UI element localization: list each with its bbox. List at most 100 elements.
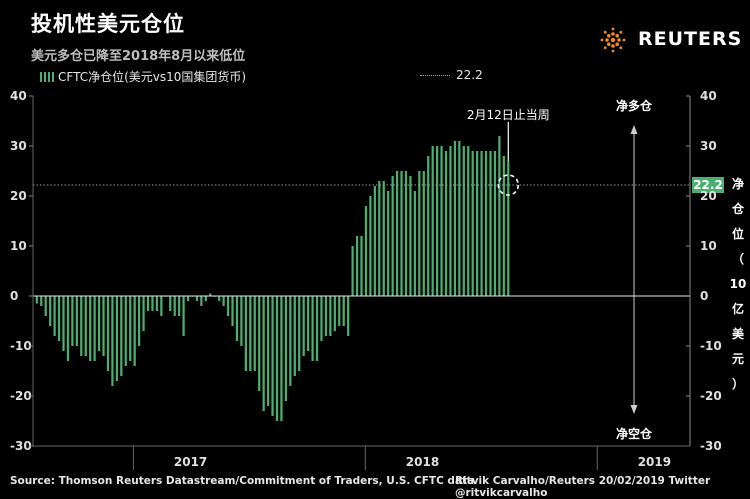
bar xyxy=(453,141,457,296)
x-tick-label: 2019 xyxy=(638,455,671,469)
chart-axes: -30 -30 -20 -20 -10 -10 0 0 10 10 20 20 30 30 40 40 2017… xyxy=(10,89,746,470)
y-tick-label-right: 40 xyxy=(700,89,717,103)
bar xyxy=(182,296,185,336)
bar xyxy=(347,296,350,336)
legend-reference-label: 22.2 xyxy=(456,68,483,82)
bar xyxy=(436,146,439,296)
reuters-logo-icon xyxy=(600,27,626,53)
chart-bars xyxy=(35,136,510,421)
bar xyxy=(151,296,154,311)
bar xyxy=(364,206,368,296)
bar xyxy=(440,146,443,296)
chart-subtitle: 美元多仓已降至2018年8月以来低位 xyxy=(31,49,246,64)
bar xyxy=(169,296,172,311)
reuters-wordmark: REUTERS xyxy=(638,28,743,50)
bar xyxy=(178,296,181,316)
bar xyxy=(476,151,479,296)
bar xyxy=(338,296,341,326)
bar xyxy=(467,146,470,296)
bar xyxy=(307,296,310,351)
bar xyxy=(89,296,92,361)
bar xyxy=(93,296,96,361)
y-tick-label-right: 0 xyxy=(700,289,708,303)
bar xyxy=(84,296,87,356)
bar xyxy=(226,296,230,316)
bar xyxy=(329,296,332,336)
y-tick-label-right: -10 xyxy=(700,339,722,353)
bar xyxy=(240,296,243,346)
bar xyxy=(97,296,101,351)
bar xyxy=(244,296,247,371)
short-label: 净空仓 xyxy=(616,426,653,441)
legend-bar-swatch xyxy=(40,72,54,82)
credit-note: Ritvik Carvalho/Reuters 20/02/2019 Twitt… xyxy=(455,475,711,499)
bar xyxy=(133,296,136,366)
bar xyxy=(44,296,47,316)
bar xyxy=(409,176,412,296)
bar xyxy=(115,296,118,381)
y-tick-label-left: 40 xyxy=(10,89,27,103)
bar xyxy=(315,296,319,361)
bar xyxy=(222,296,225,306)
bar xyxy=(218,296,221,301)
bar xyxy=(493,151,497,296)
bar xyxy=(129,296,132,361)
bar xyxy=(382,181,385,296)
y-tick-label-left: 20 xyxy=(10,189,27,203)
bar xyxy=(484,151,488,296)
y-tick-label-left: -30 xyxy=(10,439,32,453)
bar xyxy=(404,171,408,296)
reference-badge-value: 22.2 xyxy=(693,178,723,192)
bar xyxy=(249,296,252,371)
bar xyxy=(235,296,239,341)
bar xyxy=(387,191,390,296)
long-label: 净多仓 xyxy=(616,98,653,113)
annotation-circle xyxy=(497,174,520,196)
bar xyxy=(262,296,265,411)
bar xyxy=(271,296,274,416)
annotation-text: 2月12日止当周 xyxy=(467,108,550,122)
legend-series-entry: CFTC净仓位(美元vs10国集团货币) xyxy=(40,68,246,85)
bar xyxy=(53,296,56,336)
bar xyxy=(231,296,234,326)
bar xyxy=(311,296,314,361)
bar xyxy=(418,171,421,296)
x-tick-label: 2017 xyxy=(174,455,207,469)
y-tick-label-left: -10 xyxy=(10,339,32,353)
bar xyxy=(498,136,501,296)
bar xyxy=(66,296,70,361)
bar xyxy=(342,296,345,326)
bar xyxy=(298,296,301,371)
bar xyxy=(106,296,110,371)
bar xyxy=(471,151,474,296)
bar xyxy=(253,296,256,371)
bar xyxy=(444,151,448,296)
bar xyxy=(378,181,381,296)
bar xyxy=(258,296,261,391)
y-tick-label-left: 30 xyxy=(10,139,27,153)
bar xyxy=(360,236,363,296)
arrow-down-icon xyxy=(630,405,638,414)
chart-title: 投机性美元仓位 xyxy=(31,12,185,36)
bar xyxy=(40,296,43,306)
x-tick-label: 2018 xyxy=(406,455,439,469)
reference-badge xyxy=(692,177,724,193)
bar xyxy=(137,296,141,346)
bar xyxy=(173,296,176,316)
y-tick-label-right: 20 xyxy=(700,189,717,203)
bar xyxy=(120,296,123,376)
bar xyxy=(400,171,403,296)
y-tick-label-right: 10 xyxy=(700,239,717,253)
bar xyxy=(266,296,270,406)
bar xyxy=(284,296,287,401)
y-tick-label-left: 10 xyxy=(10,239,27,253)
bar xyxy=(195,296,199,301)
legend-dotted-line xyxy=(420,75,450,76)
bar xyxy=(413,191,416,296)
bar xyxy=(146,296,150,311)
y-tick-label-right: 30 xyxy=(700,139,717,153)
bar xyxy=(449,146,452,296)
bar xyxy=(155,296,159,311)
